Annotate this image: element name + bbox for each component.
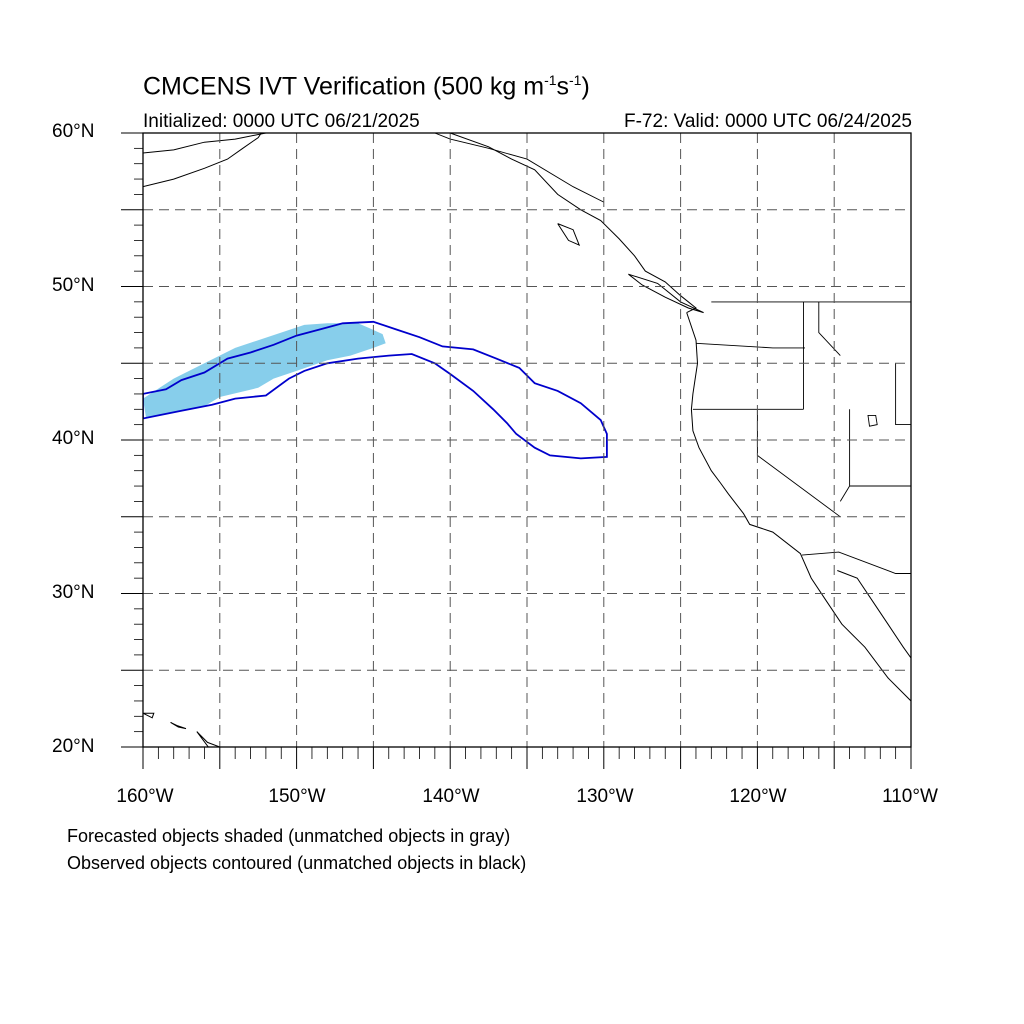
legend-note-observed: Observed objects contoured (unmatched ob… [67, 853, 527, 873]
lon-label-130w: 130°W [576, 786, 634, 807]
coastline-hawaii-1 [143, 712, 155, 719]
coastline-west-coast-us-mexico [686, 312, 911, 702]
axis-ticks [121, 132, 912, 769]
lat-label-20n: 20°N [52, 736, 95, 757]
forecast-object-shaded [143, 323, 386, 419]
lat-label-30n: 30°N [52, 582, 95, 603]
lake-great-salt-lake [867, 414, 878, 427]
lon-label-110w: 110°W [882, 786, 938, 807]
border-id-mt [818, 301, 841, 356]
coastline-hawaii-3 [196, 731, 222, 747]
coastline-gulf-of-california-east [837, 570, 911, 659]
coastline-haida-gwaii [557, 223, 581, 247]
lat-label-60n: 60°N [52, 121, 95, 142]
coastline-southeast-alaska-bc-coast [450, 133, 697, 314]
lon-label-160w: 160°W [116, 786, 174, 807]
coastline-vancouver-island [628, 273, 704, 314]
border-us-mexico [801, 551, 911, 574]
lat-label-40n: 40°N [52, 428, 95, 449]
valid-time: F-72: Valid: 0000 UTC 06/24/2025 [624, 111, 912, 132]
map-shapes [143, 133, 911, 747]
border-ut-wy [895, 363, 911, 426]
border-nv-az-ut [839, 409, 851, 502]
lon-label-150w: 150°W [268, 786, 326, 807]
coastline-hawaii-2 [170, 721, 187, 730]
lon-label-120w: 120°W [729, 786, 787, 807]
chart-title: CMCENS IVT Verification (500 kg m-1s-1) [143, 72, 590, 101]
lon-label-140w: 140°W [422, 786, 480, 807]
observed-object-contour [143, 320, 608, 460]
coastline-alaska-peninsula [143, 133, 262, 188]
legend-note-forecast: Forecasted objects shaded (unmatched obj… [67, 826, 511, 846]
border-us-canada-alaska [434, 133, 605, 203]
border-wa-or [695, 342, 805, 349]
initialized-time: Initialized: 0000 UTC 06/21/2025 [143, 111, 420, 132]
border-ca-nv [756, 409, 841, 518]
lat-label-50n: 50°N [52, 275, 95, 296]
graticule [143, 133, 911, 747]
coastline-alaska-gulf-coast [143, 133, 343, 154]
